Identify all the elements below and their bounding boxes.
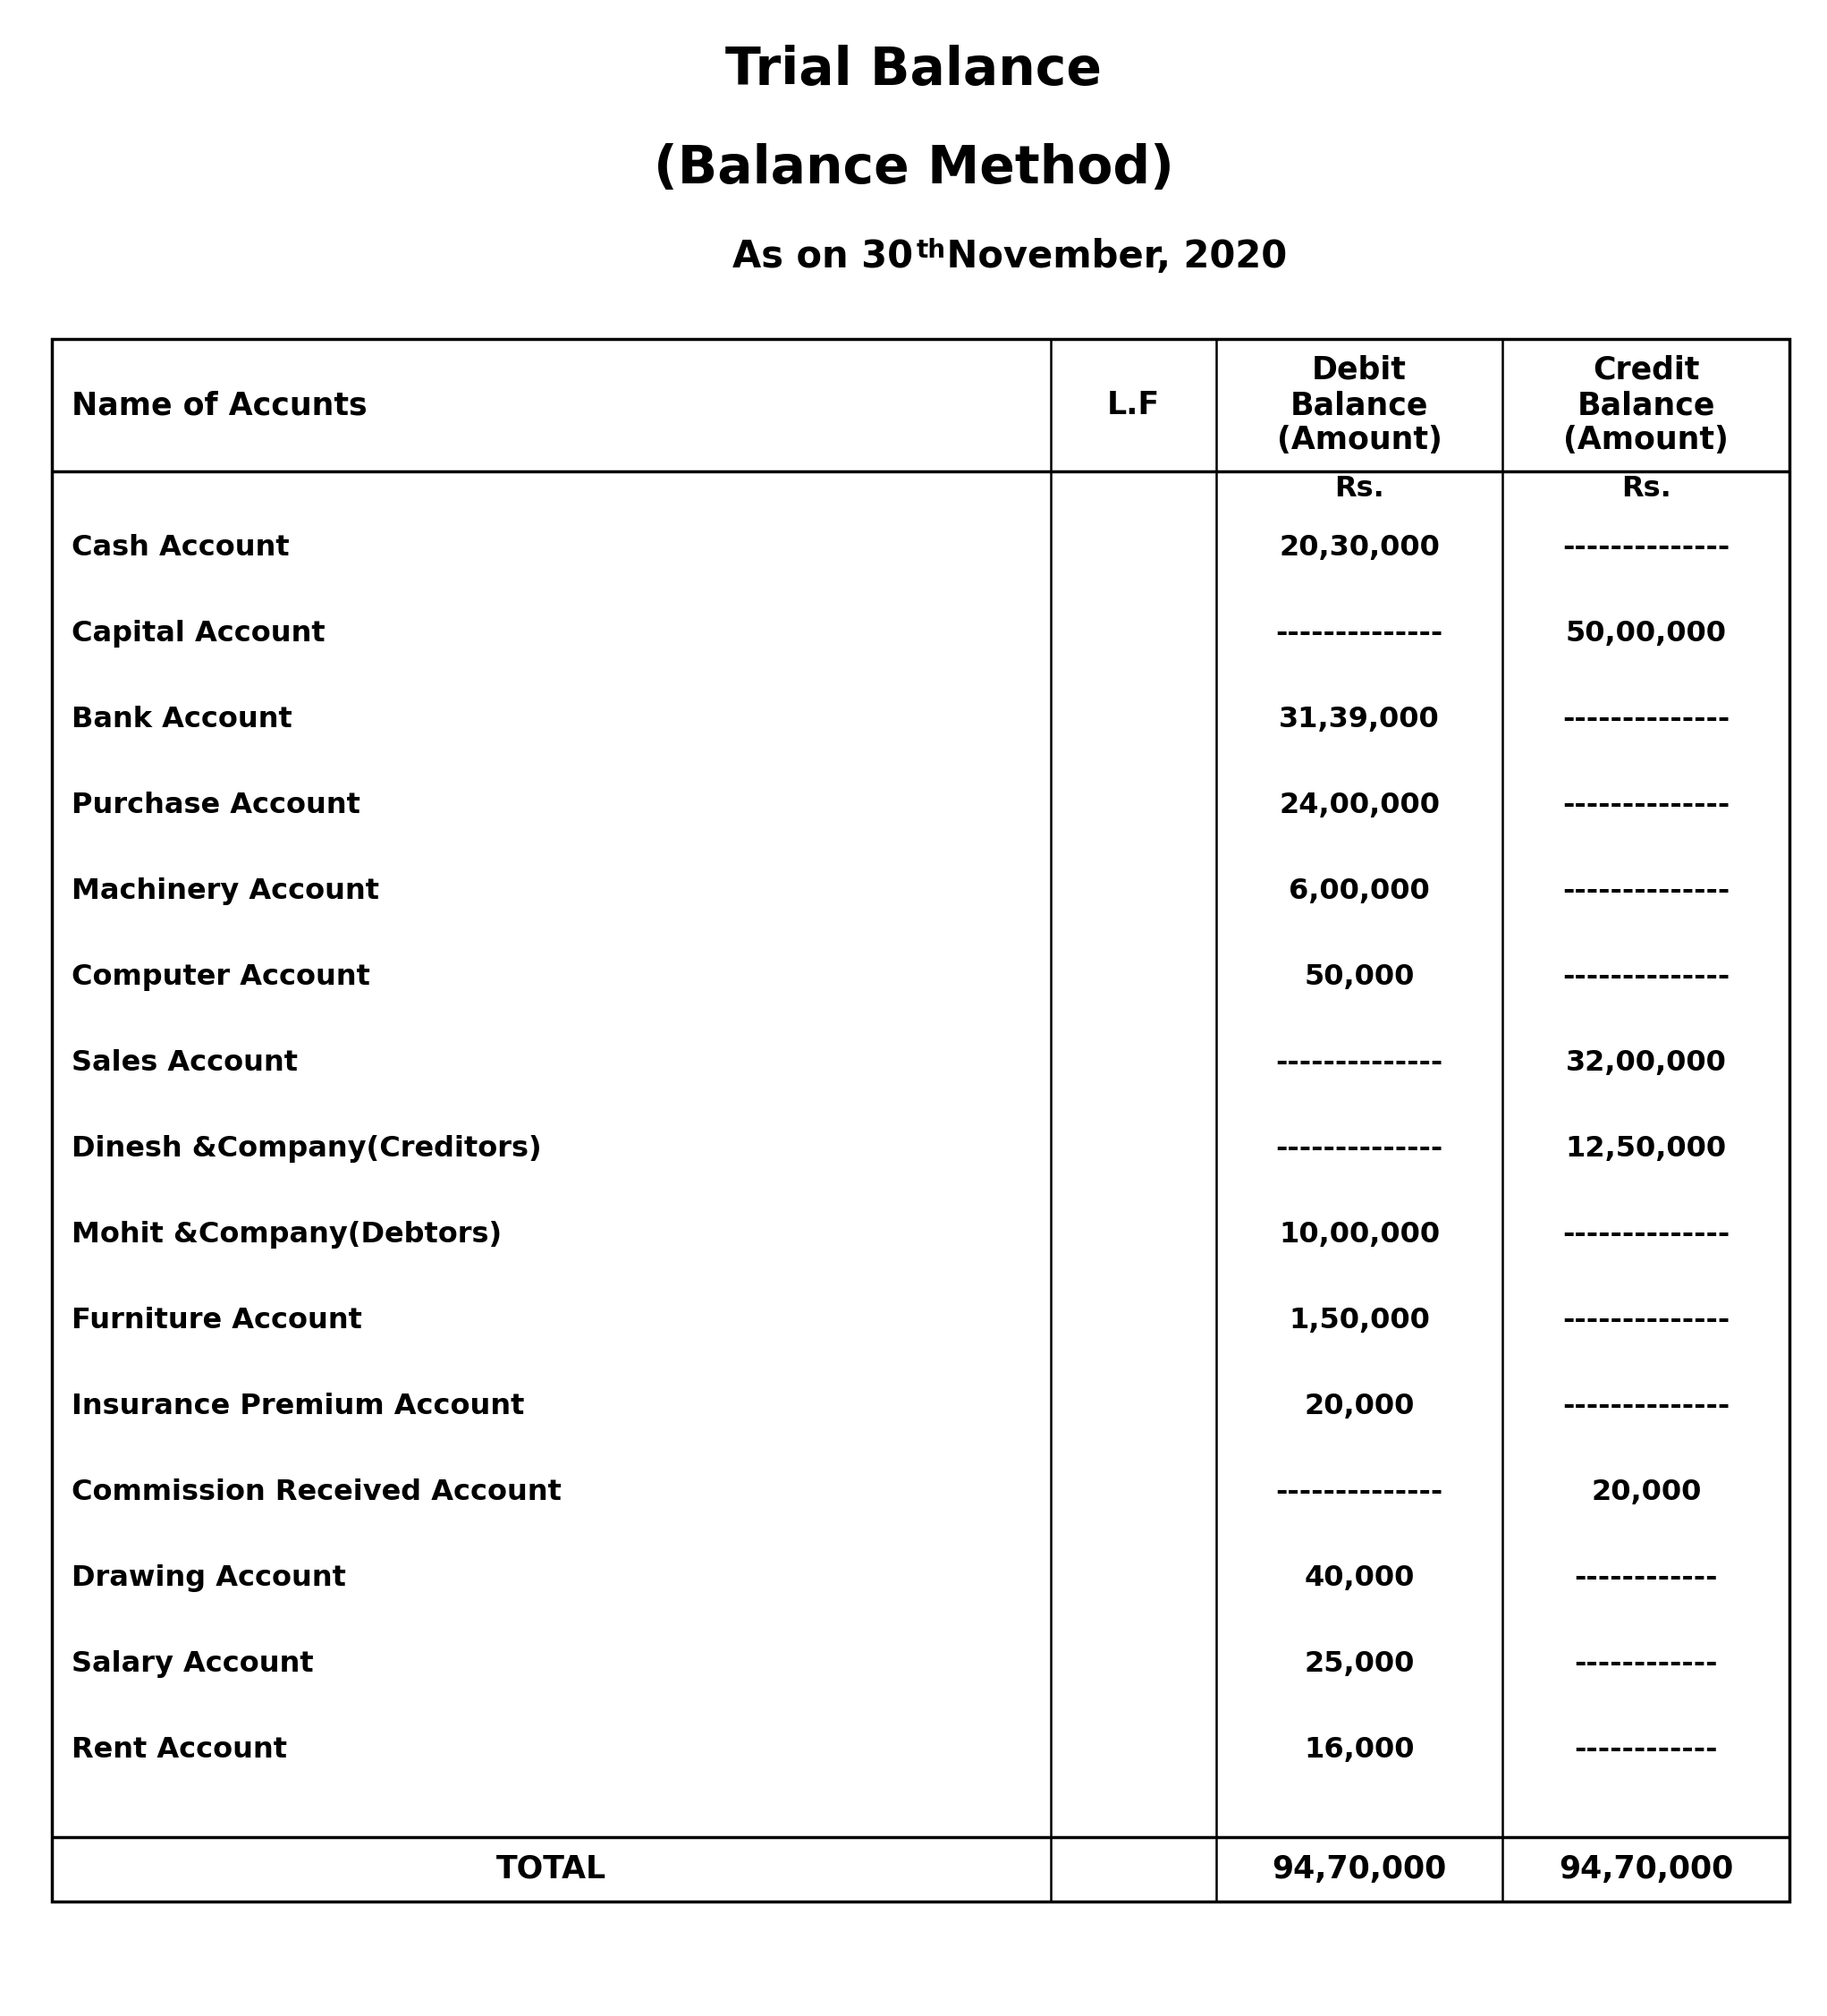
Text: --------------: -------------- — [1562, 877, 1730, 905]
Text: 12,50,000: 12,50,000 — [1566, 1135, 1727, 1163]
Text: 31,39,000: 31,39,000 — [1279, 706, 1440, 734]
Text: 40,000: 40,000 — [1304, 1564, 1414, 1593]
Text: --------------: -------------- — [1562, 792, 1730, 821]
Text: ------------: ------------ — [1575, 1564, 1717, 1593]
Bar — [51, 339, 1789, 1901]
Text: Name of Accunts: Name of Accunts — [71, 389, 367, 421]
Text: 94,70,000: 94,70,000 — [1558, 1855, 1734, 1885]
Text: --------------: -------------- — [1562, 964, 1730, 992]
Text: Bank Account: Bank Account — [71, 706, 292, 734]
Text: As on 30: As on 30 — [733, 238, 914, 276]
Text: 16,000: 16,000 — [1304, 1736, 1414, 1764]
Text: Credit
Balance
(Amount): Credit Balance (Amount) — [1564, 355, 1728, 456]
Text: --------------: -------------- — [1562, 534, 1730, 562]
Text: Rs.: Rs. — [1334, 474, 1385, 502]
Text: 25,000: 25,000 — [1304, 1649, 1414, 1677]
Text: Sales Account: Sales Account — [71, 1048, 298, 1077]
Text: Trial Balance: Trial Balance — [725, 44, 1102, 97]
Text: 10,00,000: 10,00,000 — [1279, 1222, 1440, 1248]
Text: 20,000: 20,000 — [1591, 1478, 1701, 1506]
Text: Salary Account: Salary Account — [71, 1649, 314, 1677]
Text: ------------: ------------ — [1575, 1649, 1717, 1677]
Text: Cash Account: Cash Account — [71, 534, 289, 562]
Text: 6,00,000: 6,00,000 — [1288, 877, 1431, 905]
Text: L.F: L.F — [1107, 389, 1160, 421]
Text: Mohit &Company(Debtors): Mohit &Company(Debtors) — [71, 1222, 502, 1248]
Text: 20,30,000: 20,30,000 — [1279, 534, 1440, 562]
Text: ------------: ------------ — [1575, 1736, 1717, 1764]
Text: 50,000: 50,000 — [1304, 964, 1414, 992]
Text: --------------: -------------- — [1275, 1135, 1443, 1163]
Text: Furniture Account: Furniture Account — [71, 1306, 362, 1335]
Text: (Balance Method): (Balance Method) — [654, 143, 1173, 194]
Text: --------------: -------------- — [1562, 706, 1730, 734]
Text: TOTAL: TOTAL — [497, 1855, 607, 1885]
Text: 50,00,000: 50,00,000 — [1566, 621, 1727, 647]
Text: Rent Account: Rent Account — [71, 1736, 287, 1764]
Text: Drawing Account: Drawing Account — [71, 1564, 345, 1593]
Text: Rs.: Rs. — [1621, 474, 1672, 502]
Text: Insurance Premium Account: Insurance Premium Account — [71, 1393, 524, 1419]
Text: --------------: -------------- — [1275, 1478, 1443, 1506]
Text: --------------: -------------- — [1275, 621, 1443, 647]
Text: --------------: -------------- — [1562, 1306, 1730, 1335]
Text: Dinesh &Company(Creditors): Dinesh &Company(Creditors) — [71, 1135, 541, 1163]
Text: --------------: -------------- — [1562, 1222, 1730, 1248]
Text: Commission Received Account: Commission Received Account — [71, 1478, 561, 1506]
Text: Machinery Account: Machinery Account — [71, 877, 380, 905]
Text: th: th — [915, 238, 946, 262]
Text: 32,00,000: 32,00,000 — [1566, 1048, 1727, 1077]
Text: Purchase Account: Purchase Account — [71, 792, 360, 821]
Text: November, 2020: November, 2020 — [934, 238, 1286, 276]
Text: Debit
Balance
(Amount): Debit Balance (Amount) — [1277, 355, 1442, 456]
Text: 1,50,000: 1,50,000 — [1288, 1306, 1431, 1335]
Text: 20,000: 20,000 — [1304, 1393, 1414, 1419]
Text: --------------: -------------- — [1562, 1393, 1730, 1419]
Text: --------------: -------------- — [1275, 1048, 1443, 1077]
Text: 94,70,000: 94,70,000 — [1272, 1855, 1447, 1885]
Text: Computer Account: Computer Account — [71, 964, 371, 992]
Text: 24,00,000: 24,00,000 — [1279, 792, 1440, 821]
Text: Capital Account: Capital Account — [71, 621, 325, 647]
